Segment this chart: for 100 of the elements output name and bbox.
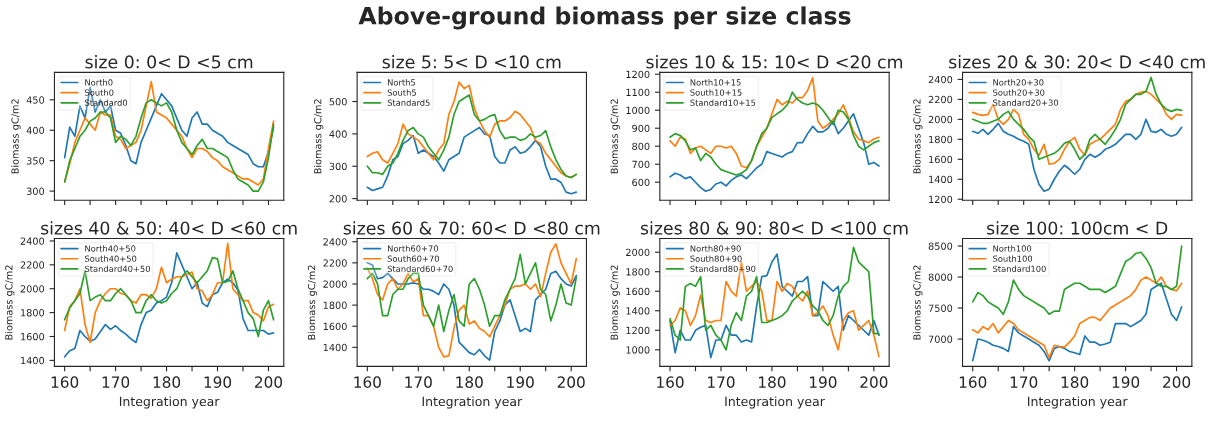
y-axis-title: Biomass gC/m2 xyxy=(307,265,318,340)
chart-title: size 5: 5< D <10 cm xyxy=(382,55,561,69)
line-series xyxy=(63,252,275,358)
line-series xyxy=(971,118,1183,193)
legend-label: Standard60+70 xyxy=(387,265,453,272)
x-tick-label: 190 xyxy=(1112,376,1140,388)
legend-label: North100 xyxy=(993,245,1032,252)
y-tick-label: 1100 xyxy=(626,88,650,97)
y-tick-label: 300 xyxy=(329,162,347,171)
line-series xyxy=(669,76,880,169)
x-axis-title: Integration year xyxy=(1028,396,1128,409)
y-tick-label: 2400 xyxy=(928,75,953,84)
y-axis-title: Biomass gC/m2 xyxy=(913,99,923,174)
line-series xyxy=(366,253,578,333)
x-tick-label: 180 xyxy=(456,376,483,388)
line-series xyxy=(63,256,275,338)
x-tick-label: 200 xyxy=(1163,376,1191,388)
chart-title: size 100: 100cm < D xyxy=(987,221,1168,235)
chart-title: size 0: 0< D <5 cm xyxy=(85,55,253,69)
y-tick-label: 450 xyxy=(26,96,45,104)
y-tick-label: 400 xyxy=(26,126,45,135)
chart-title: sizes 10 & 15: 10< D <20 cm xyxy=(646,55,903,69)
legend-label: North5 xyxy=(387,79,416,86)
y-tick-label: 900 xyxy=(632,124,650,133)
y-tick-label: 1600 xyxy=(323,322,347,331)
legend-label: Standard100 xyxy=(993,265,1046,272)
y-tick-label: 1600 xyxy=(929,155,953,164)
line-series xyxy=(63,86,275,168)
legend-label: North80+90 xyxy=(690,245,741,252)
y-tick-label: 1200 xyxy=(626,326,650,335)
y-axis-title: Biomass gC/m2 xyxy=(610,99,620,174)
x-tick-label: 190 xyxy=(204,376,232,388)
y-axis-title: Biomass gC/m2 xyxy=(11,99,21,174)
y-tick-label: 1800 xyxy=(626,268,650,276)
chart-title: sizes 60 & 70: 60< D <80 cm xyxy=(343,221,600,235)
y-tick-label: 1400 xyxy=(626,307,650,315)
chart-title: sizes 40 & 50: 40< D <60 cm xyxy=(41,221,297,235)
y-tick-label: 7000 xyxy=(928,335,953,343)
y-tick-label: 800 xyxy=(632,142,650,151)
y-tick-label: 2000 xyxy=(626,248,650,257)
line-series xyxy=(63,242,275,344)
y-tick-label: 1200 xyxy=(929,195,953,204)
legend-label: South80+90 xyxy=(690,255,742,262)
legend-label: Standard20+30 xyxy=(993,99,1059,106)
legend-label: North40+50 xyxy=(85,245,136,252)
x-tick-label: 160 xyxy=(657,376,684,388)
legend-label: North10+15 xyxy=(690,79,741,86)
y-tick-label: 1000 xyxy=(626,106,650,115)
y-tick-label: 2000 xyxy=(323,280,347,288)
y-tick-label: 1600 xyxy=(21,332,45,341)
legend-label: South5 xyxy=(387,89,416,96)
y-axis-title: Biomass gC/m2 xyxy=(913,265,923,340)
x-tick-label: 190 xyxy=(507,376,534,388)
line-series xyxy=(366,243,578,358)
legend-label: North60+70 xyxy=(387,245,439,252)
y-axis-title: Biomass gC/m2 xyxy=(313,99,324,174)
chart-title: sizes 80 & 90: 80< D <100 cm xyxy=(640,221,908,235)
y-tick-label: 2400 xyxy=(323,238,347,246)
y-tick-label: 2000 xyxy=(20,285,45,293)
legend-label: South10+15 xyxy=(690,89,742,96)
y-tick-label: 400 xyxy=(329,130,347,138)
line-series xyxy=(971,245,1183,316)
y-tick-label: 1800 xyxy=(21,309,45,317)
text: Above-ground biomass per size class xyxy=(358,6,851,30)
legend-label: South100 xyxy=(993,255,1033,262)
x-axis-title: Integration year xyxy=(422,396,523,409)
y-tick-label: 1800 xyxy=(323,301,347,309)
line-series xyxy=(971,90,1183,166)
x-tick-label: 180 xyxy=(153,376,181,388)
x-tick-label: 200 xyxy=(860,376,888,388)
x-tick-label: 180 xyxy=(759,376,786,388)
x-tick-label: 170 xyxy=(102,376,130,388)
y-tick-label: 350 xyxy=(26,157,45,165)
y-tick-label: 300 xyxy=(26,187,45,195)
legend-label: Standard10+15 xyxy=(690,99,756,106)
x-tick-label: 170 xyxy=(708,376,735,388)
line-series xyxy=(669,112,880,193)
line-series xyxy=(971,76,1183,161)
legend-label: South60+70 xyxy=(387,255,439,262)
y-tick-label: 2200 xyxy=(928,95,953,104)
y-axis-title: Biomass gC/m2 xyxy=(5,265,15,340)
x-tick-label: 200 xyxy=(255,376,283,388)
y-tick-label: 2400 xyxy=(20,237,45,245)
y-tick-label: 2200 xyxy=(323,259,347,267)
legend-label: South40+50 xyxy=(85,255,137,262)
y-tick-label: 1400 xyxy=(323,343,347,352)
x-tick-label: 160 xyxy=(959,376,987,388)
y-tick-label: 1400 xyxy=(929,175,953,184)
y-tick-label: 7500 xyxy=(928,304,953,312)
line-series xyxy=(63,98,275,192)
y-tick-label: 600 xyxy=(632,178,650,187)
y-tick-label: 2000 xyxy=(928,115,953,124)
x-tick-label: 180 xyxy=(1061,376,1089,388)
y-tick-label: 1400 xyxy=(21,356,45,365)
y-tick-label: 2200 xyxy=(20,261,45,269)
legend-label: Standard5 xyxy=(387,99,430,106)
y-tick-label: 8500 xyxy=(928,242,953,250)
y-tick-label: 700 xyxy=(632,160,650,169)
y-tick-label: 200 xyxy=(329,195,347,203)
y-tick-label: 1600 xyxy=(626,287,650,296)
